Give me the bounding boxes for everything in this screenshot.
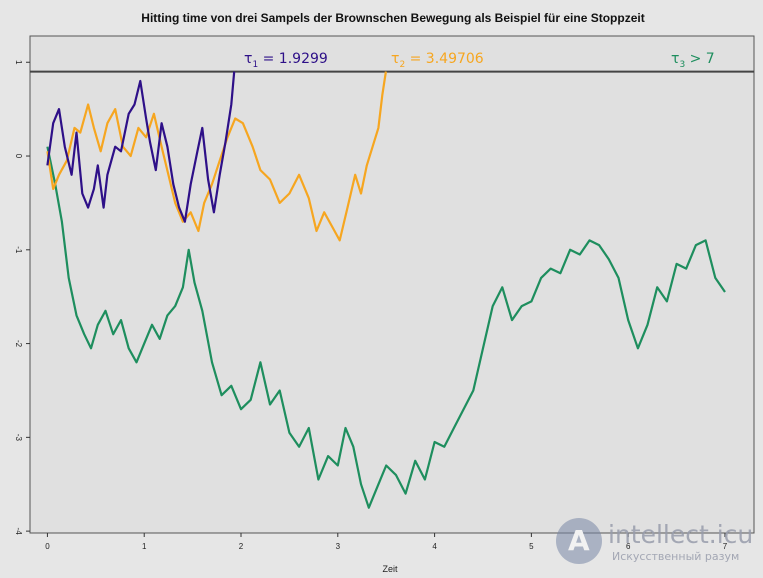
x-tick-label: 0 (45, 542, 50, 551)
x-tick-label: 7 (723, 542, 728, 551)
y-tick-label: -2 (14, 340, 23, 348)
x-tick-label: 3 (336, 542, 341, 551)
plot-frame (29, 35, 755, 534)
stopping-time-label-1: τ1 = 1.9299 (244, 51, 328, 70)
x-axis: 0 1 2 3 4 5 6 7 (45, 533, 728, 551)
watermark-logo-icon: A (556, 518, 602, 564)
stopping-time-label-2: τ2 = 3.49706 (391, 51, 484, 70)
series-line-3 (46, 146, 726, 509)
series-line-1 (46, 71, 236, 223)
stopping-time-label-3: τ3 > 7 (671, 51, 715, 70)
y-tick-label: -4 (14, 528, 23, 536)
y-tick-label: -1 (14, 246, 23, 254)
y-axis: -4 -3 -2 -1 0 1 (14, 60, 30, 535)
watermark-logo-letter: A (568, 524, 590, 557)
watermark-tagline: Искусственный разум (612, 550, 740, 563)
watermark-brand: intellect.icu (608, 520, 754, 549)
watermark: A intellect.icu Искусственный разум (556, 514, 756, 570)
x-tick-label: 2 (239, 542, 244, 551)
x-axis-label: Zeit (382, 564, 398, 574)
annotation-layer: τ1 = 1.9299 τ2 = 3.49706 τ3 > 7 (244, 51, 715, 70)
y-tick-label: 0 (14, 154, 23, 159)
x-tick-label: 6 (626, 542, 631, 551)
chart-title: Hitting time von drei Sampels der Browns… (141, 11, 644, 25)
series-line-2 (46, 71, 387, 242)
y-tick-label: 1 (14, 60, 23, 65)
series-layer (46, 71, 726, 509)
x-tick-label: 4 (432, 542, 437, 551)
x-tick-label: 5 (529, 542, 534, 551)
y-tick-label: -3 (14, 434, 23, 442)
x-tick-label: 1 (142, 542, 147, 551)
